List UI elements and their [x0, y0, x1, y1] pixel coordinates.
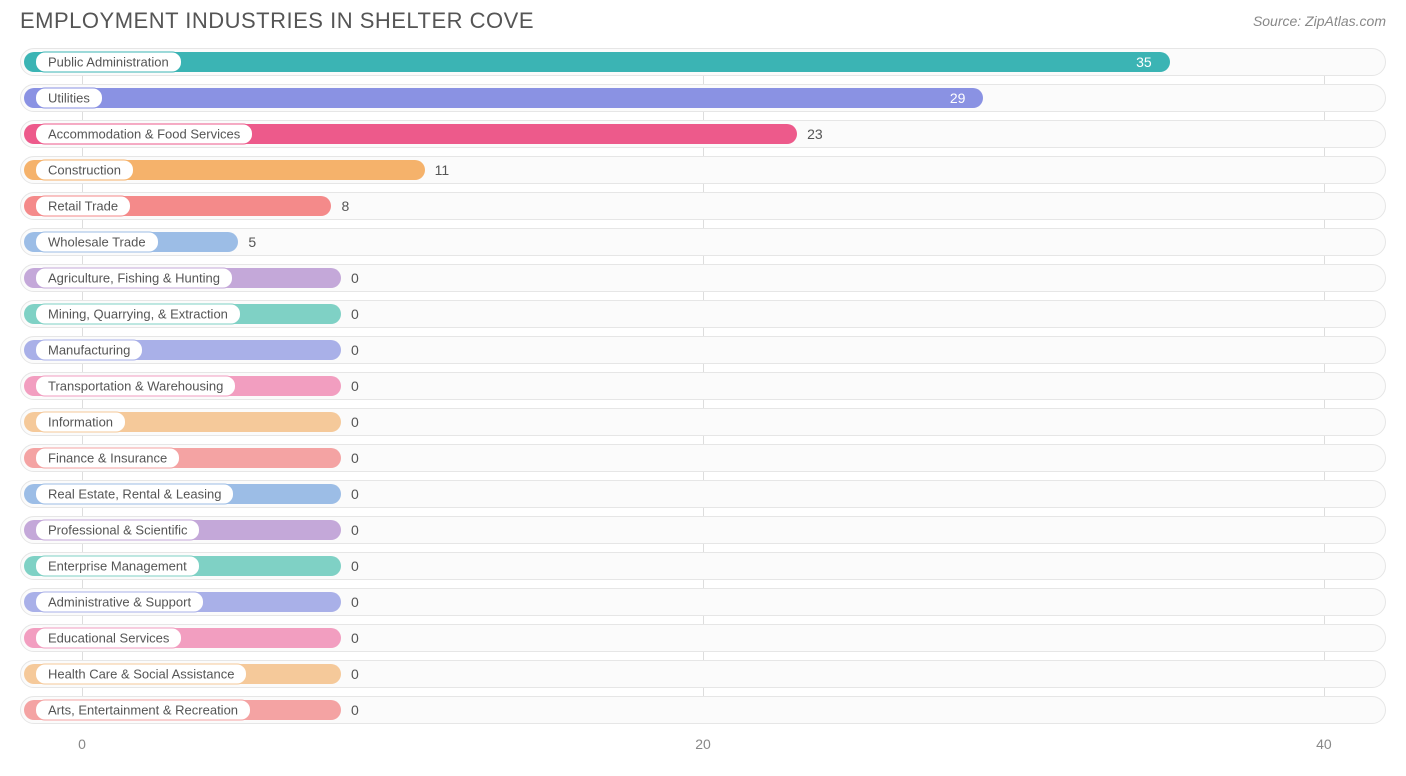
bar-value: 11	[435, 162, 450, 178]
bar-value: 0	[351, 414, 359, 430]
bar-track: Wholesale Trade 5	[20, 228, 1386, 256]
bar-label: Health Care & Social Assistance	[35, 664, 247, 685]
bar-track: Transportation & Warehousing 0	[20, 372, 1386, 400]
bar-track: Mining, Quarrying, & Extraction 0	[20, 300, 1386, 328]
x-axis-label: 0	[78, 736, 86, 752]
bar-label: Manufacturing	[35, 340, 143, 361]
chart-source: Source: ZipAtlas.com	[1253, 13, 1386, 29]
bar-label: Arts, Entertainment & Recreation	[35, 700, 251, 721]
bar-label: Agriculture, Fishing & Hunting	[35, 268, 233, 289]
x-axis-label: 40	[1316, 736, 1332, 752]
bar-track: Manufacturing 0	[20, 336, 1386, 364]
bar-fill	[24, 52, 1170, 72]
bar-value: 5	[248, 234, 256, 250]
bar-track: Administrative & Support 0	[20, 588, 1386, 616]
bar-value: 0	[351, 342, 359, 358]
bar-track: Utilities 29	[20, 84, 1386, 112]
bar-value: 0	[351, 666, 359, 682]
bar-track: Professional & Scientific 0	[20, 516, 1386, 544]
bar-value: 0	[351, 486, 359, 502]
bar-track: Retail Trade 8	[20, 192, 1386, 220]
bar-label: Retail Trade	[35, 196, 131, 217]
bar-label: Utilities	[35, 88, 103, 109]
bar-track: Finance & Insurance 0	[20, 444, 1386, 472]
bar-label: Wholesale Trade	[35, 232, 159, 253]
bar-value: 0	[351, 270, 359, 286]
bar-track: Accommodation & Food Services 23	[20, 120, 1386, 148]
bar-track: Construction 11	[20, 156, 1386, 184]
bar-value: 8	[341, 198, 349, 214]
bar-track: Health Care & Social Assistance 0	[20, 660, 1386, 688]
bar-label: Finance & Insurance	[35, 448, 180, 469]
bar-value: 0	[351, 522, 359, 538]
bar-value: 35	[1136, 54, 1152, 70]
bar-track: Arts, Entertainment & Recreation 0	[20, 696, 1386, 724]
bar-label: Accommodation & Food Services	[35, 124, 253, 145]
bar-track: Educational Services 0	[20, 624, 1386, 652]
bar-label: Educational Services	[35, 628, 182, 649]
x-axis: 0 20 40	[20, 732, 1386, 756]
bar-track: Enterprise Management 0	[20, 552, 1386, 580]
bar-label: Transportation & Warehousing	[35, 376, 236, 397]
bar-label: Enterprise Management	[35, 556, 200, 577]
chart-area: Public Administration 35 Utilities 29 Accomm…	[20, 48, 1386, 748]
bar-label: Administrative & Support	[35, 592, 204, 613]
chart-title: EMPLOYMENT INDUSTRIES IN SHELTER COVE	[20, 8, 534, 34]
bar-value: 29	[950, 90, 966, 106]
bar-label: Mining, Quarrying, & Extraction	[35, 304, 241, 325]
bar-label: Information	[35, 412, 126, 433]
bar-track: Real Estate, Rental & Leasing 0	[20, 480, 1386, 508]
chart-header: EMPLOYMENT INDUSTRIES IN SHELTER COVE So…	[0, 0, 1406, 38]
bar-value: 0	[351, 558, 359, 574]
bar-value: 0	[351, 594, 359, 610]
bar-label: Professional & Scientific	[35, 520, 200, 541]
bar-value: 0	[351, 378, 359, 394]
bar-value: 0	[351, 306, 359, 322]
bar-label: Public Administration	[35, 52, 182, 73]
bar-fill	[24, 88, 983, 108]
bar-value: 0	[351, 450, 359, 466]
bar-track: Agriculture, Fishing & Hunting 0	[20, 264, 1386, 292]
bar-value: 0	[351, 702, 359, 718]
bar-label: Construction	[35, 160, 134, 181]
bar-track: Information 0	[20, 408, 1386, 436]
bar-track: Public Administration 35	[20, 48, 1386, 76]
x-axis-label: 20	[695, 736, 711, 752]
bar-value: 23	[807, 126, 823, 142]
bar-label: Real Estate, Rental & Leasing	[35, 484, 234, 505]
bar-value: 0	[351, 630, 359, 646]
bars-container: Public Administration 35 Utilities 29 Accomm…	[20, 48, 1386, 724]
